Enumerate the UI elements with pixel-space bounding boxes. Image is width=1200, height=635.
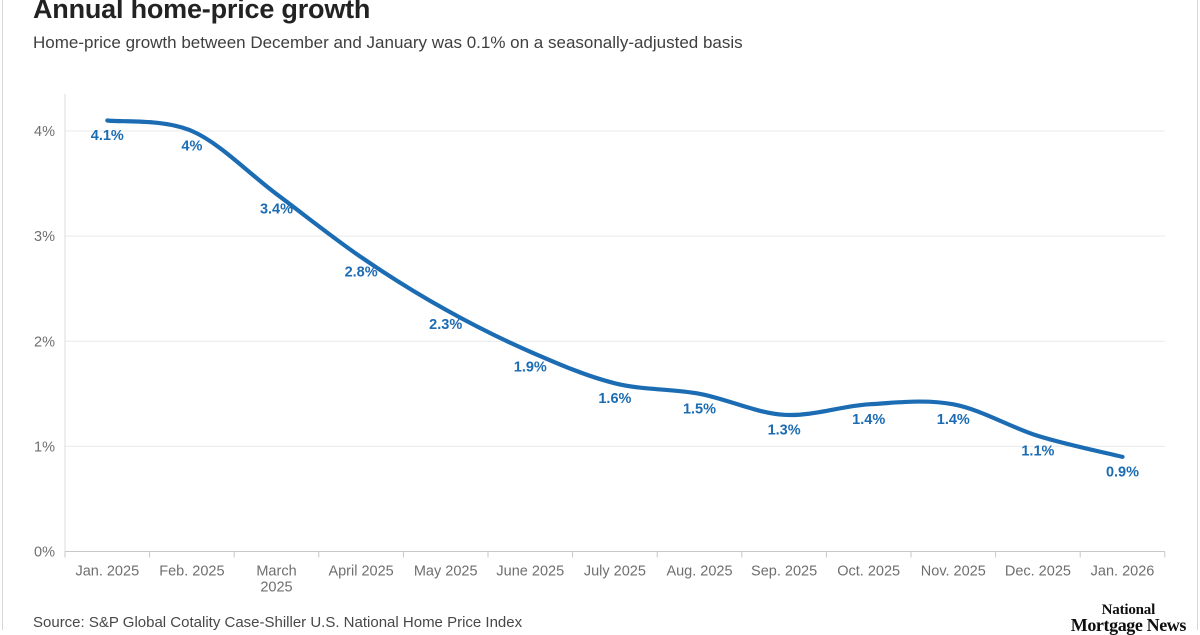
x-axis-label: Jan. 2026	[1091, 564, 1155, 580]
x-axis-label: Jan. 2025	[75, 564, 139, 580]
chart-subtitle: Home-price growth between December and J…	[33, 33, 743, 52]
y-axis-label: 2%	[34, 334, 55, 350]
x-axis-label: May 2025	[414, 564, 478, 580]
source-note: Source: S&P Global Cotality Case-Shiller…	[33, 614, 523, 631]
data-point-label: 3.4%	[260, 202, 293, 218]
x-axis-label: June 2025	[496, 564, 564, 580]
x-axis-label: Feb. 2025	[159, 564, 224, 580]
data-point-label: 1.5%	[683, 401, 716, 417]
x-axis-label: Sep. 2025	[751, 564, 817, 580]
data-point-label: 4%	[181, 139, 202, 155]
data-point-label: 4.1%	[91, 128, 124, 144]
x-axis-label: April 2025	[328, 564, 393, 580]
y-axis-label: 3%	[34, 229, 55, 245]
y-axis-label: 0%	[34, 545, 55, 561]
x-axis-label: Nov. 2025	[921, 564, 986, 580]
data-point-label: 2.8%	[345, 265, 378, 281]
x-axis-label: Oct. 2025	[837, 564, 900, 580]
x-axis-label: July 2025	[584, 564, 646, 580]
data-point-label: 1.4%	[852, 412, 885, 428]
data-point-label: 0.9%	[1106, 464, 1139, 480]
data-point-label: 1.4%	[937, 412, 970, 428]
page-left-border	[2, 0, 3, 630]
logo-line-mortgage-news: Mortgage News	[1070, 615, 1187, 635]
data-point-label: 1.6%	[598, 391, 631, 407]
x-axis-label: Aug. 2025	[666, 564, 732, 580]
page-right-border	[1197, 0, 1198, 630]
data-point-label: 1.3%	[768, 422, 801, 438]
y-axis-label: 1%	[34, 439, 55, 455]
data-point-label: 1.9%	[514, 359, 547, 375]
x-axis-label: Dec. 2025	[1005, 564, 1071, 580]
x-axis-label: March 2025	[256, 564, 296, 596]
data-point-label: 1.1%	[1021, 443, 1054, 459]
y-axis-label: 4%	[34, 124, 55, 140]
line-series	[105, 118, 1125, 459]
chart-title: Annual home-price growth	[33, 0, 371, 24]
data-point-label: 2.3%	[429, 317, 462, 333]
logo-line-national: National	[1101, 602, 1156, 618]
